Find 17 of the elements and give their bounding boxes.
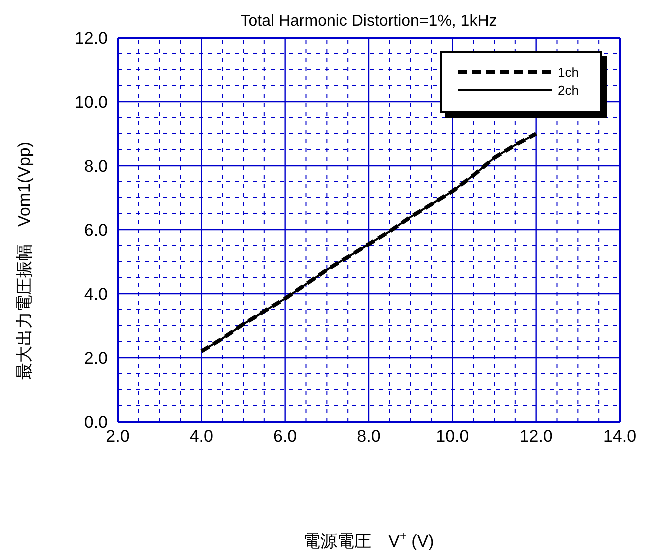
y-tick-label: 12.0 xyxy=(74,29,108,48)
x-tick-label: 6.0 xyxy=(274,427,298,446)
x-tick-label: 8.0 xyxy=(357,427,381,446)
y-tick-label: 10.0 xyxy=(74,93,108,112)
x-tick-label: 14.0 xyxy=(603,427,637,446)
y-tick-label: 6.0 xyxy=(84,221,108,240)
x-axis-title: 電源電圧 V$^{+}$ (V) xyxy=(304,529,434,551)
y-tick-label: 2.0 xyxy=(84,349,108,368)
chart-title: Total Harmonic Distortion=1%, 1kHz xyxy=(240,13,498,30)
y-tick-label: 4.0 xyxy=(84,285,108,304)
y-tick-label: 8.0 xyxy=(84,157,108,176)
x-tick-label: 10.0 xyxy=(436,427,470,446)
x-tick-label: 2.0 xyxy=(106,427,130,446)
y-tick-label: 0.0 xyxy=(84,413,108,432)
x-tick-label: 12.0 xyxy=(520,427,553,446)
x-tick-label: 4.0 xyxy=(190,427,214,446)
y-axis-title: 最大出力電圧振幅 Vom1(Vpp) xyxy=(15,142,34,380)
